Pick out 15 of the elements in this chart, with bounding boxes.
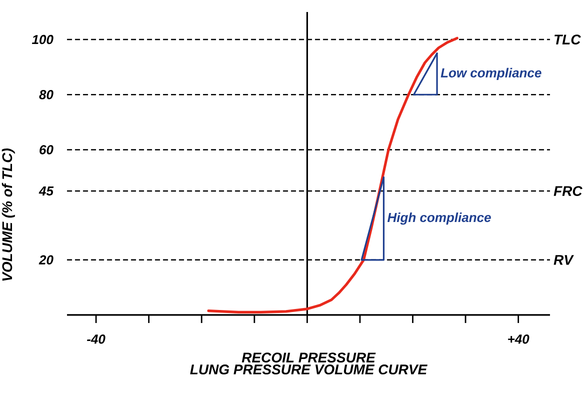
y-tick-label: 20 (38, 255, 54, 264)
text: LUNG PRESSURE VOLUME CURVE (190, 364, 428, 374)
ref-line-label: FRC (554, 186, 582, 196)
ref-line-label: TLC (554, 34, 581, 44)
x-tick-label: +40 (508, 334, 530, 344)
x-axis-title: RECOIL PRESSURE (242, 352, 376, 363)
y-tick-label: 100 (32, 34, 54, 44)
y-tick-label: 45 (38, 186, 54, 196)
x-tick-label: -40 (87, 334, 106, 344)
y-tick-label: 80 (39, 90, 54, 100)
annotation: High compliance (387, 212, 491, 225)
y-axis-title: VOLUME (% of TLC) (2, 148, 15, 281)
annotation: Low compliance (440, 68, 542, 80)
ref-line-label: RV (554, 255, 574, 265)
y-tick-label: 60 (40, 145, 54, 154)
